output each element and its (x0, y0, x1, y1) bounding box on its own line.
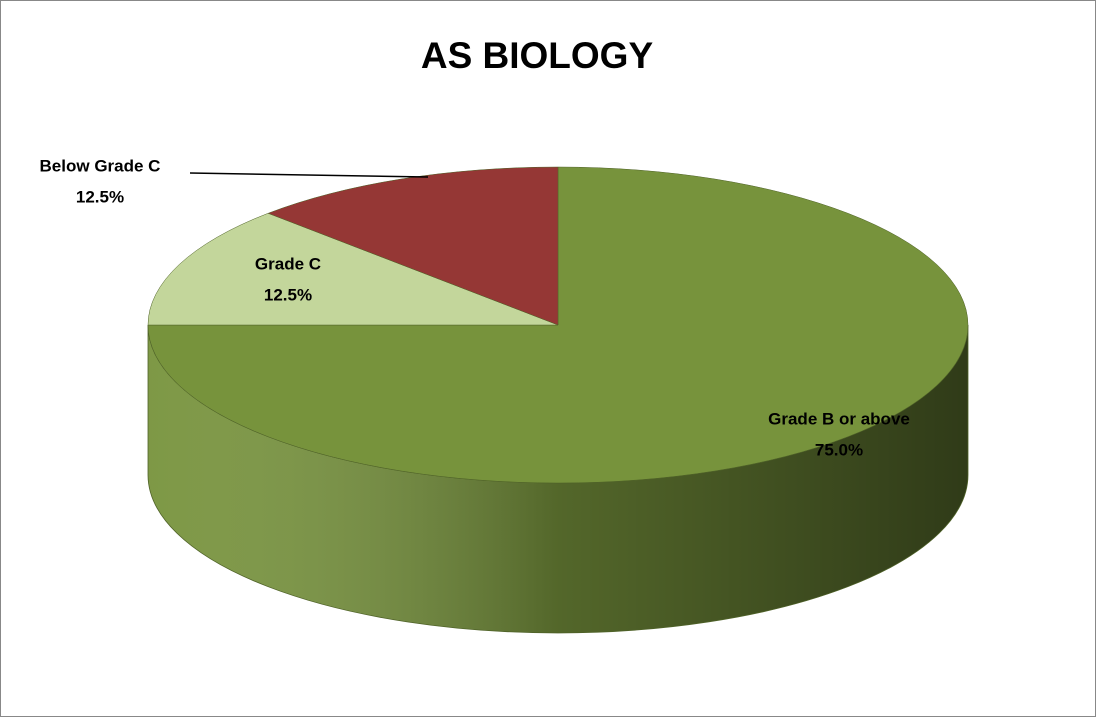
pie-tops (147, 166, 969, 484)
leader-line (189, 172, 429, 178)
pie-slice (267, 166, 559, 326)
slice-label: Grade B or above (768, 409, 910, 428)
data-labels: Grade B or above 75.0% Grade C 12.5% Below G… (40, 156, 910, 459)
slice-value-label: 75.0% (815, 440, 863, 459)
slice-label: Grade C (255, 254, 321, 273)
pie-slice (147, 166, 969, 484)
slice-label: Below Grade C (40, 156, 161, 175)
slice-value-label: 12.5% (264, 285, 312, 304)
pie-slice (147, 213, 559, 326)
slice-value-label: 12.5% (76, 187, 124, 206)
chart-title: AS BIOLOGY (421, 35, 654, 76)
